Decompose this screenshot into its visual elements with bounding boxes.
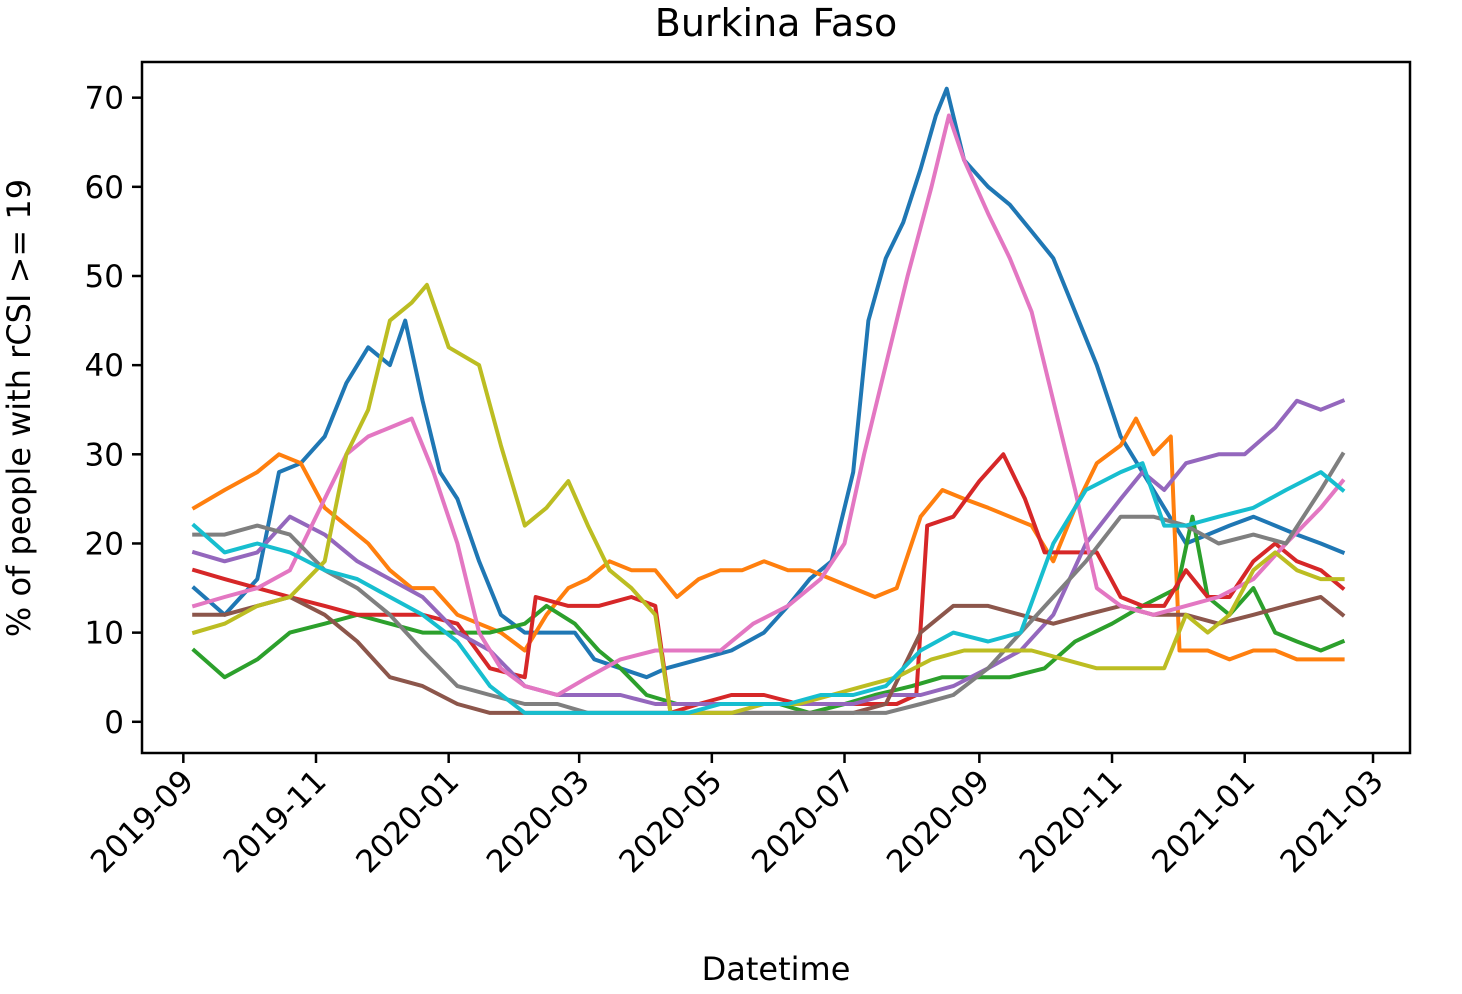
x-tick-label: 2019-11 — [217, 763, 334, 880]
chart-title: Burkina Faso — [655, 1, 898, 45]
x-tick-label: 2020-03 — [480, 763, 597, 880]
x-tick-label: 2020-07 — [745, 763, 862, 880]
series-line-3 — [191, 514, 1346, 715]
x-tick-label: 2021-03 — [1274, 763, 1391, 880]
x-axis: 2019-09 2019-11 2020-01 2020-03 2020-05 2020-… — [84, 753, 1391, 880]
y-axis-title: % of people with rCSI >= 19 — [0, 179, 38, 637]
y-tick-label: 30 — [85, 437, 124, 473]
y-tick-label: 60 — [85, 170, 124, 206]
series-line-2 — [191, 416, 1345, 662]
series-line-7 — [191, 113, 1346, 697]
y-tick-label: 10 — [85, 616, 124, 652]
y-tick-label: 0 — [104, 705, 124, 741]
x-tick-label: 2020-05 — [612, 763, 729, 880]
y-axis: 0 10 20 30 40 50 60 70 — [85, 81, 142, 741]
x-tick-label: 2020-01 — [349, 763, 466, 880]
x-tick-label: 2021-01 — [1145, 763, 1262, 880]
series-line-10 — [191, 461, 1346, 715]
series-line-1 — [191, 86, 1346, 680]
y-tick-label: 20 — [85, 526, 124, 562]
plot-frame — [140, 60, 1412, 755]
x-tick-label: 2020-11 — [1013, 763, 1130, 880]
series-layer — [191, 86, 1346, 715]
x-tick-label: 2020-09 — [880, 763, 997, 880]
y-tick-label: 50 — [85, 259, 124, 295]
y-tick-label: 70 — [85, 81, 124, 117]
x-axis-title: Datetime — [702, 950, 851, 988]
x-tick-label: 2019-09 — [84, 763, 201, 880]
series-line-8 — [192, 451, 1346, 715]
series-line-9 — [191, 282, 1345, 715]
y-tick-label: 40 — [85, 348, 124, 384]
